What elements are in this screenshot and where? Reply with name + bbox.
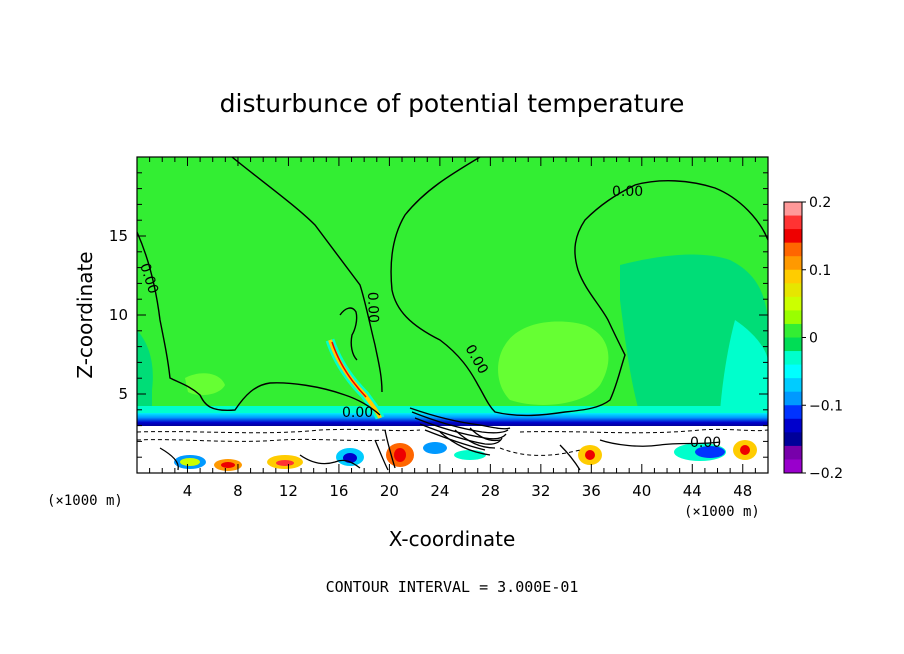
- colorbar-segment: [784, 296, 802, 311]
- x-tick-label: 40: [632, 482, 651, 500]
- colorbar-segment: [784, 405, 802, 420]
- colorbar-tick-label: −0.1: [809, 398, 843, 414]
- colorbar-segment: [784, 202, 802, 217]
- colorbar: 0.2 0.1 0 −0.1 −0.2: [783, 195, 843, 482]
- y-tick-label: 15: [109, 227, 128, 245]
- y-axis: 5 10 15: [109, 172, 768, 458]
- colorbar-tick-label: 0: [809, 331, 818, 347]
- plot-area: 0.00 0.00 0.00 0.00 0.00 0.00: [137, 157, 768, 473]
- x-tick-label: 24: [430, 482, 449, 500]
- colorbar-segment: [784, 215, 802, 230]
- colorbar-tick-label: 0.2: [809, 195, 831, 211]
- colorbar-segment: [784, 364, 802, 379]
- colorbar-segment: [784, 310, 802, 325]
- inversion-layer: [137, 412, 768, 426]
- x-tick-label: 28: [481, 482, 500, 500]
- x-unit-label-left: (×1000 m): [47, 493, 123, 509]
- colorbar-segment: [784, 323, 802, 338]
- x-tick-label: 32: [531, 482, 550, 500]
- contour-cluster: [159, 407, 721, 471]
- y-tick-label: 10: [109, 306, 128, 324]
- x-axis: 4 8 12 16 20 24 28 32 36 40 44 48: [149, 157, 756, 500]
- contour-interval-note: CONTOUR INTERVAL = 3.000E-01: [326, 578, 579, 596]
- contours: [137, 157, 768, 417]
- colorbar-segment: [784, 269, 802, 284]
- chart-title: disturbunce of potential temperature: [220, 89, 685, 118]
- x-tick-label: 48: [733, 482, 752, 500]
- x-tick-label: 16: [329, 482, 348, 500]
- colorbar-segment: [784, 351, 802, 366]
- inversion-top-cyan: [137, 406, 768, 413]
- x-tick-label: 12: [279, 482, 298, 500]
- negative-region-right-core: [720, 320, 768, 412]
- colorbar-segment: [784, 283, 802, 298]
- contour-label-group: 0.00 0.00 0.00 0.00 0.00 0.00: [137, 184, 721, 451]
- colorbar-segment: [784, 432, 802, 447]
- positive-region: [498, 321, 609, 405]
- boundary-layer: [137, 426, 768, 473]
- colorbar-segment: [784, 459, 802, 474]
- contour-label: 0.00: [364, 292, 381, 324]
- colorbar-segment: [784, 242, 802, 257]
- colorbar-tick-label: −0.2: [809, 466, 843, 482]
- x-tick-label: 20: [380, 482, 399, 500]
- colorbar-segment: [784, 256, 802, 271]
- x-tick-label: 8: [233, 482, 243, 500]
- y-axis-label: Z-coordinate: [73, 251, 97, 378]
- colorbar-segment: [784, 229, 802, 244]
- colorbar-segment: [784, 391, 802, 406]
- colorbar-segment: [784, 418, 802, 433]
- dashed-contours: [137, 428, 768, 456]
- contour-label: 0.00: [690, 435, 721, 451]
- contour-label: 0.00: [342, 405, 373, 421]
- x-tick-label: 36: [582, 482, 601, 500]
- y-tick-label: 5: [118, 385, 128, 403]
- colorbar-segment: [784, 378, 802, 393]
- x-tick-label: 44: [683, 482, 702, 500]
- contour-label: 0.00: [612, 184, 643, 200]
- colorbar-tick-label: 0.1: [809, 263, 831, 279]
- x-axis-label: X-coordinate: [389, 527, 516, 551]
- positive-region-small: [185, 373, 225, 396]
- x-unit-label-right: (×1000 m): [684, 504, 760, 520]
- colorbar-segment: [784, 337, 802, 352]
- x-tick-label: 4: [183, 482, 193, 500]
- colorbar-segment: [784, 445, 802, 460]
